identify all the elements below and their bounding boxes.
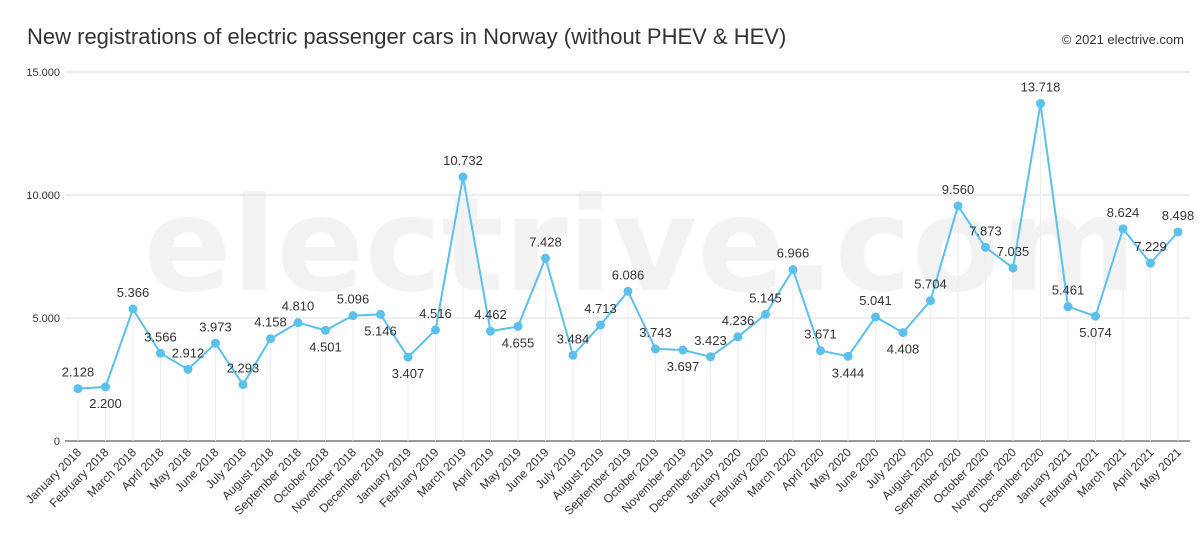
data-point <box>623 286 633 296</box>
data-point <box>156 348 165 358</box>
data-label: 5.145 <box>749 290 782 305</box>
data-point <box>266 334 275 344</box>
credit-text: © 2021 electrive.com <box>1061 32 1184 47</box>
data-point <box>816 346 825 356</box>
data-point <box>376 309 385 319</box>
data-point <box>1063 302 1073 312</box>
data-label: 13.718 <box>1021 80 1061 95</box>
data-point <box>926 296 935 306</box>
data-label: 2.912 <box>172 345 205 360</box>
data-point <box>761 309 770 319</box>
y-tick-label: 5.000 <box>32 313 60 325</box>
data-point <box>981 242 990 252</box>
data-point <box>238 380 248 390</box>
data-label: 3.484 <box>557 331 590 346</box>
data-point <box>733 332 743 342</box>
data-point <box>1118 224 1128 234</box>
data-point <box>1036 99 1045 109</box>
data-point <box>1091 311 1100 321</box>
chart-title: New registrations of electric passenger … <box>27 24 787 49</box>
data-label: 3.423 <box>694 333 727 348</box>
y-tick-label: 10.000 <box>26 190 60 202</box>
data-label: 7.035 <box>997 244 1030 259</box>
data-point <box>678 345 688 355</box>
data-label: 6.966 <box>777 246 810 261</box>
data-point <box>458 172 468 182</box>
data-label: 7.873 <box>969 223 1002 238</box>
data-label: 2.128 <box>62 365 95 380</box>
data-point <box>431 325 440 335</box>
data-label: 3.444 <box>832 365 865 380</box>
data-label: 4.462 <box>474 307 507 322</box>
data-label: 5.461 <box>1052 283 1085 298</box>
data-point <box>321 325 330 335</box>
data-point <box>596 320 605 330</box>
data-label: 7.229 <box>1134 239 1167 254</box>
data-label: 3.697 <box>667 359 700 374</box>
data-label: 4.516 <box>419 306 452 321</box>
data-label: 4.236 <box>722 313 755 328</box>
data-label: 5.704 <box>914 277 947 292</box>
data-label: 8.498 <box>1162 208 1195 223</box>
data-label: 8.624 <box>1107 205 1140 220</box>
data-point <box>183 364 193 374</box>
data-point <box>486 326 495 336</box>
data-label: 5.366 <box>117 285 150 300</box>
data-point <box>898 328 908 338</box>
data-point <box>843 351 853 361</box>
y-tick-label: 15.000 <box>26 67 60 79</box>
data-label: 3.671 <box>804 327 837 342</box>
data-label: 2.293 <box>227 361 260 376</box>
data-label: 3.407 <box>392 366 425 381</box>
data-point <box>651 344 660 354</box>
data-point <box>1146 258 1155 268</box>
data-label: 5.146 <box>364 323 397 338</box>
data-label: 7.428 <box>529 234 562 249</box>
data-label: 2.200 <box>89 396 122 411</box>
data-label: 4.408 <box>887 342 920 357</box>
data-label: 5.074 <box>1079 325 1112 340</box>
data-label: 5.041 <box>859 293 892 308</box>
data-label: 5.096 <box>337 292 370 307</box>
data-point <box>1008 263 1018 273</box>
data-points <box>73 99 1183 394</box>
data-label: 3.743 <box>639 325 672 340</box>
data-point <box>871 312 880 322</box>
data-point <box>211 338 220 348</box>
data-label: 4.501 <box>309 339 342 354</box>
data-point <box>541 253 550 263</box>
data-point <box>513 321 523 331</box>
data-point <box>403 352 413 362</box>
data-point <box>128 304 138 314</box>
data-point <box>568 350 578 360</box>
data-point <box>706 352 715 362</box>
data-label: 4.713 <box>584 301 617 316</box>
data-label: 6.086 <box>612 267 645 282</box>
data-label: 9.560 <box>942 182 975 197</box>
y-tick-label: 0 <box>54 436 60 448</box>
y-axis: 0 5.000 10.000 15.000 <box>26 67 60 448</box>
data-label: 10.732 <box>443 153 483 168</box>
data-label: 4.158 <box>254 315 287 330</box>
data-point <box>348 311 358 321</box>
data-label: 3.973 <box>199 319 232 334</box>
data-point <box>101 382 110 392</box>
data-point <box>1173 227 1183 237</box>
gridlines <box>65 71 1190 442</box>
data-point <box>953 201 963 211</box>
data-point <box>788 265 798 275</box>
data-label: 4.810 <box>282 299 315 314</box>
data-label: 4.655 <box>502 335 535 350</box>
data-point <box>73 384 83 394</box>
data-point <box>293 318 303 328</box>
data-label: 3.566 <box>144 329 177 344</box>
